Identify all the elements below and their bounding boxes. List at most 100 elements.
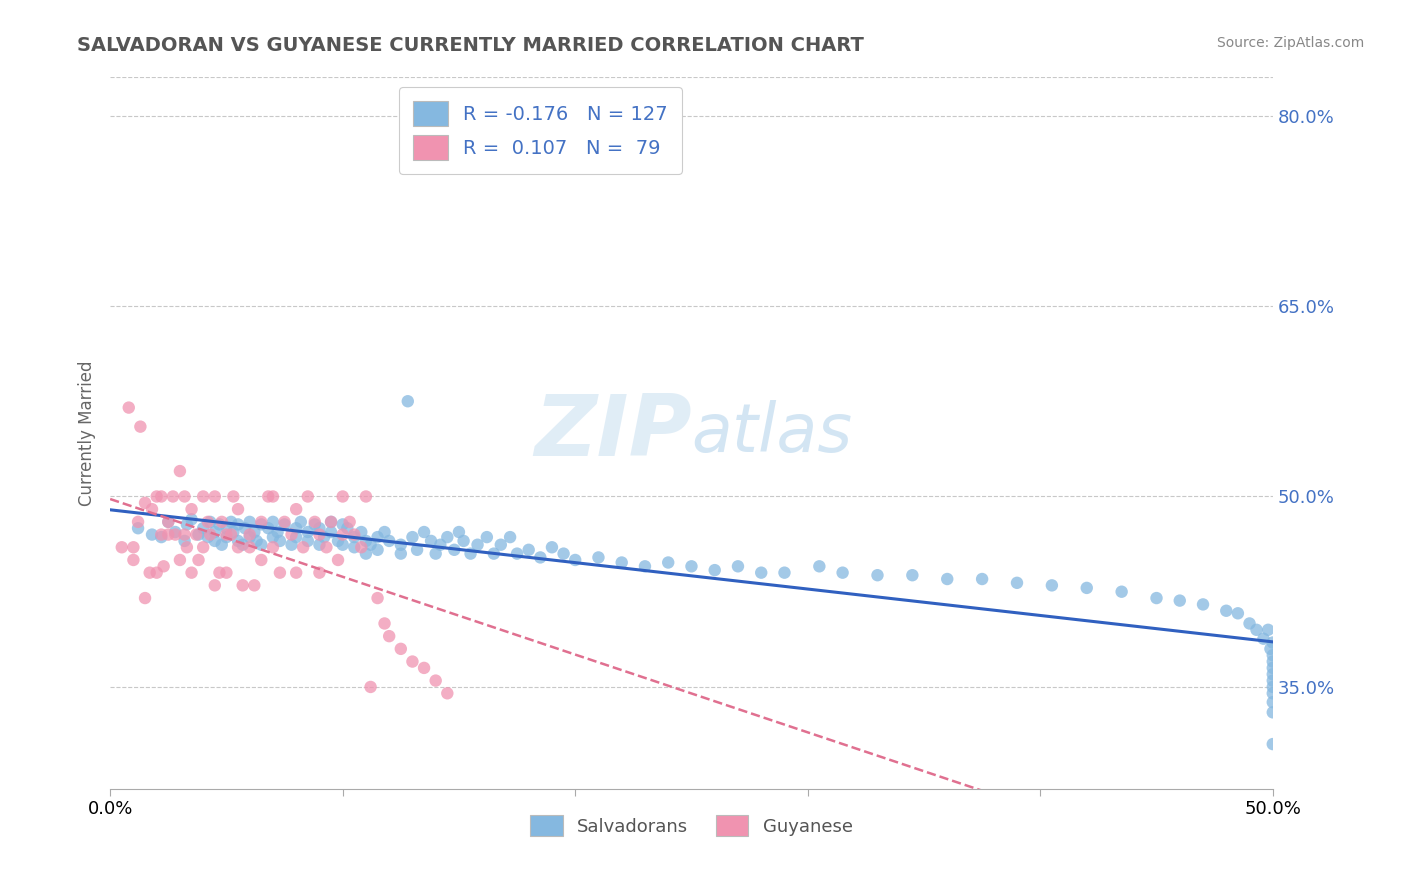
Point bbox=[257, 490, 280, 504]
Point bbox=[1215, 604, 1237, 618]
Point bbox=[343, 527, 366, 541]
Point bbox=[401, 655, 423, 669]
Point bbox=[1253, 632, 1275, 646]
Point bbox=[215, 521, 238, 535]
Point bbox=[1239, 616, 1261, 631]
Point bbox=[226, 517, 249, 532]
Point bbox=[169, 553, 191, 567]
Point bbox=[475, 530, 498, 544]
Point bbox=[297, 524, 319, 539]
Point bbox=[250, 517, 273, 532]
Point bbox=[972, 572, 994, 586]
Point bbox=[239, 530, 262, 544]
Point bbox=[482, 547, 505, 561]
Point bbox=[193, 490, 215, 504]
Point bbox=[239, 515, 262, 529]
Point bbox=[297, 490, 319, 504]
Point bbox=[152, 559, 174, 574]
Point bbox=[226, 533, 249, 548]
Point bbox=[332, 538, 354, 552]
Point bbox=[1005, 575, 1028, 590]
Point bbox=[173, 490, 195, 504]
Point bbox=[187, 553, 209, 567]
Point bbox=[773, 566, 796, 580]
Point bbox=[285, 502, 308, 516]
Point bbox=[193, 541, 215, 555]
Point bbox=[292, 541, 315, 555]
Point bbox=[319, 524, 342, 539]
Point bbox=[262, 515, 284, 529]
Point bbox=[425, 673, 447, 688]
Point bbox=[308, 521, 330, 535]
Text: atlas: atlas bbox=[692, 400, 852, 466]
Point bbox=[208, 517, 231, 532]
Point bbox=[157, 515, 180, 529]
Point bbox=[336, 521, 359, 535]
Point bbox=[280, 527, 302, 541]
Point bbox=[122, 553, 145, 567]
Point bbox=[150, 490, 173, 504]
Point bbox=[204, 524, 226, 539]
Point bbox=[378, 629, 401, 643]
Point bbox=[219, 527, 242, 541]
Point bbox=[304, 517, 326, 532]
Point bbox=[460, 547, 482, 561]
Point bbox=[681, 559, 703, 574]
Point bbox=[319, 515, 342, 529]
Point bbox=[157, 515, 180, 529]
Point bbox=[1261, 737, 1284, 751]
Point bbox=[138, 566, 160, 580]
Point bbox=[204, 578, 226, 592]
Point bbox=[360, 538, 382, 552]
Point bbox=[127, 515, 149, 529]
Point bbox=[1261, 655, 1284, 669]
Point bbox=[273, 515, 295, 529]
Point bbox=[226, 541, 249, 555]
Point bbox=[1076, 581, 1098, 595]
Point bbox=[499, 530, 522, 544]
Point bbox=[165, 524, 187, 539]
Point bbox=[1261, 680, 1284, 694]
Point bbox=[180, 512, 202, 526]
Point bbox=[553, 547, 575, 561]
Point bbox=[129, 419, 152, 434]
Point bbox=[280, 538, 302, 552]
Point bbox=[173, 533, 195, 548]
Point bbox=[413, 524, 436, 539]
Point bbox=[1257, 623, 1279, 637]
Point bbox=[262, 541, 284, 555]
Point bbox=[215, 530, 238, 544]
Point bbox=[1226, 607, 1249, 621]
Point bbox=[239, 527, 262, 541]
Point bbox=[150, 527, 173, 541]
Point bbox=[162, 490, 184, 504]
Point bbox=[389, 538, 412, 552]
Point bbox=[360, 680, 382, 694]
Point bbox=[308, 566, 330, 580]
Point bbox=[250, 538, 273, 552]
Point bbox=[250, 553, 273, 567]
Point bbox=[1040, 578, 1063, 592]
Point bbox=[273, 517, 295, 532]
Point bbox=[1261, 706, 1284, 720]
Point bbox=[1261, 635, 1284, 649]
Point bbox=[354, 490, 377, 504]
Point bbox=[354, 533, 377, 548]
Point bbox=[453, 533, 475, 548]
Point bbox=[127, 521, 149, 535]
Point bbox=[211, 538, 233, 552]
Point bbox=[141, 502, 163, 516]
Point bbox=[808, 559, 831, 574]
Point bbox=[610, 556, 633, 570]
Point bbox=[332, 527, 354, 541]
Point bbox=[467, 538, 489, 552]
Point bbox=[257, 521, 280, 535]
Point bbox=[634, 559, 657, 574]
Point bbox=[290, 515, 312, 529]
Point bbox=[727, 559, 749, 574]
Point bbox=[517, 542, 540, 557]
Point bbox=[150, 530, 173, 544]
Point bbox=[413, 661, 436, 675]
Point bbox=[339, 515, 361, 529]
Point bbox=[197, 515, 219, 529]
